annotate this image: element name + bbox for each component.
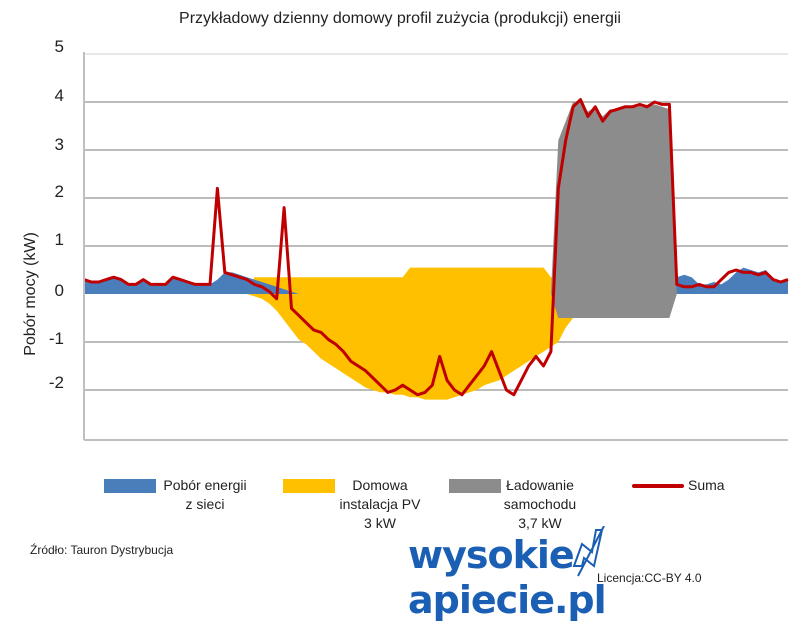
legend-swatch-ev bbox=[449, 479, 501, 493]
pv-area bbox=[84, 267, 788, 400]
ev-charging-area bbox=[84, 102, 788, 318]
legend-swatch-grid-import bbox=[104, 479, 156, 493]
legend-label-pv: Domowa instalacja PV 3 kW bbox=[339, 477, 421, 531]
legend-label-grid-import: Pobór energii z sieci bbox=[163, 477, 247, 512]
legend-line-sum bbox=[632, 484, 684, 488]
y-tick-neg2: -2 bbox=[48, 373, 64, 392]
y-tick-neg1: -1 bbox=[48, 329, 64, 348]
source-note: Źródło: Tauron Dystrybucja bbox=[30, 543, 174, 557]
y-tick-4: 4 bbox=[54, 86, 64, 105]
y-tick-5: 5 bbox=[54, 37, 64, 56]
legend-label-ev: Ładowanie samochodu 3,7 kW bbox=[503, 477, 577, 531]
sum-polyline bbox=[83, 98, 789, 397]
y-tick-2: 2 bbox=[54, 182, 64, 201]
series-areas bbox=[84, 102, 788, 400]
lightning-n-icon bbox=[572, 525, 605, 577]
sum-line bbox=[83, 98, 789, 397]
license-note: Licencja:CC-BY 4.0 bbox=[597, 571, 702, 585]
legend-label-sum: Suma bbox=[688, 477, 725, 493]
legend-swatch-pv bbox=[283, 479, 335, 493]
chart-title: Przykładowy dzienny domowy profil zużyci… bbox=[179, 10, 621, 27]
y-tick-3: 3 bbox=[54, 135, 64, 154]
plot-area bbox=[83, 52, 789, 441]
y-tick-1: 1 bbox=[54, 230, 64, 249]
y-tick-0: 0 bbox=[54, 281, 64, 300]
